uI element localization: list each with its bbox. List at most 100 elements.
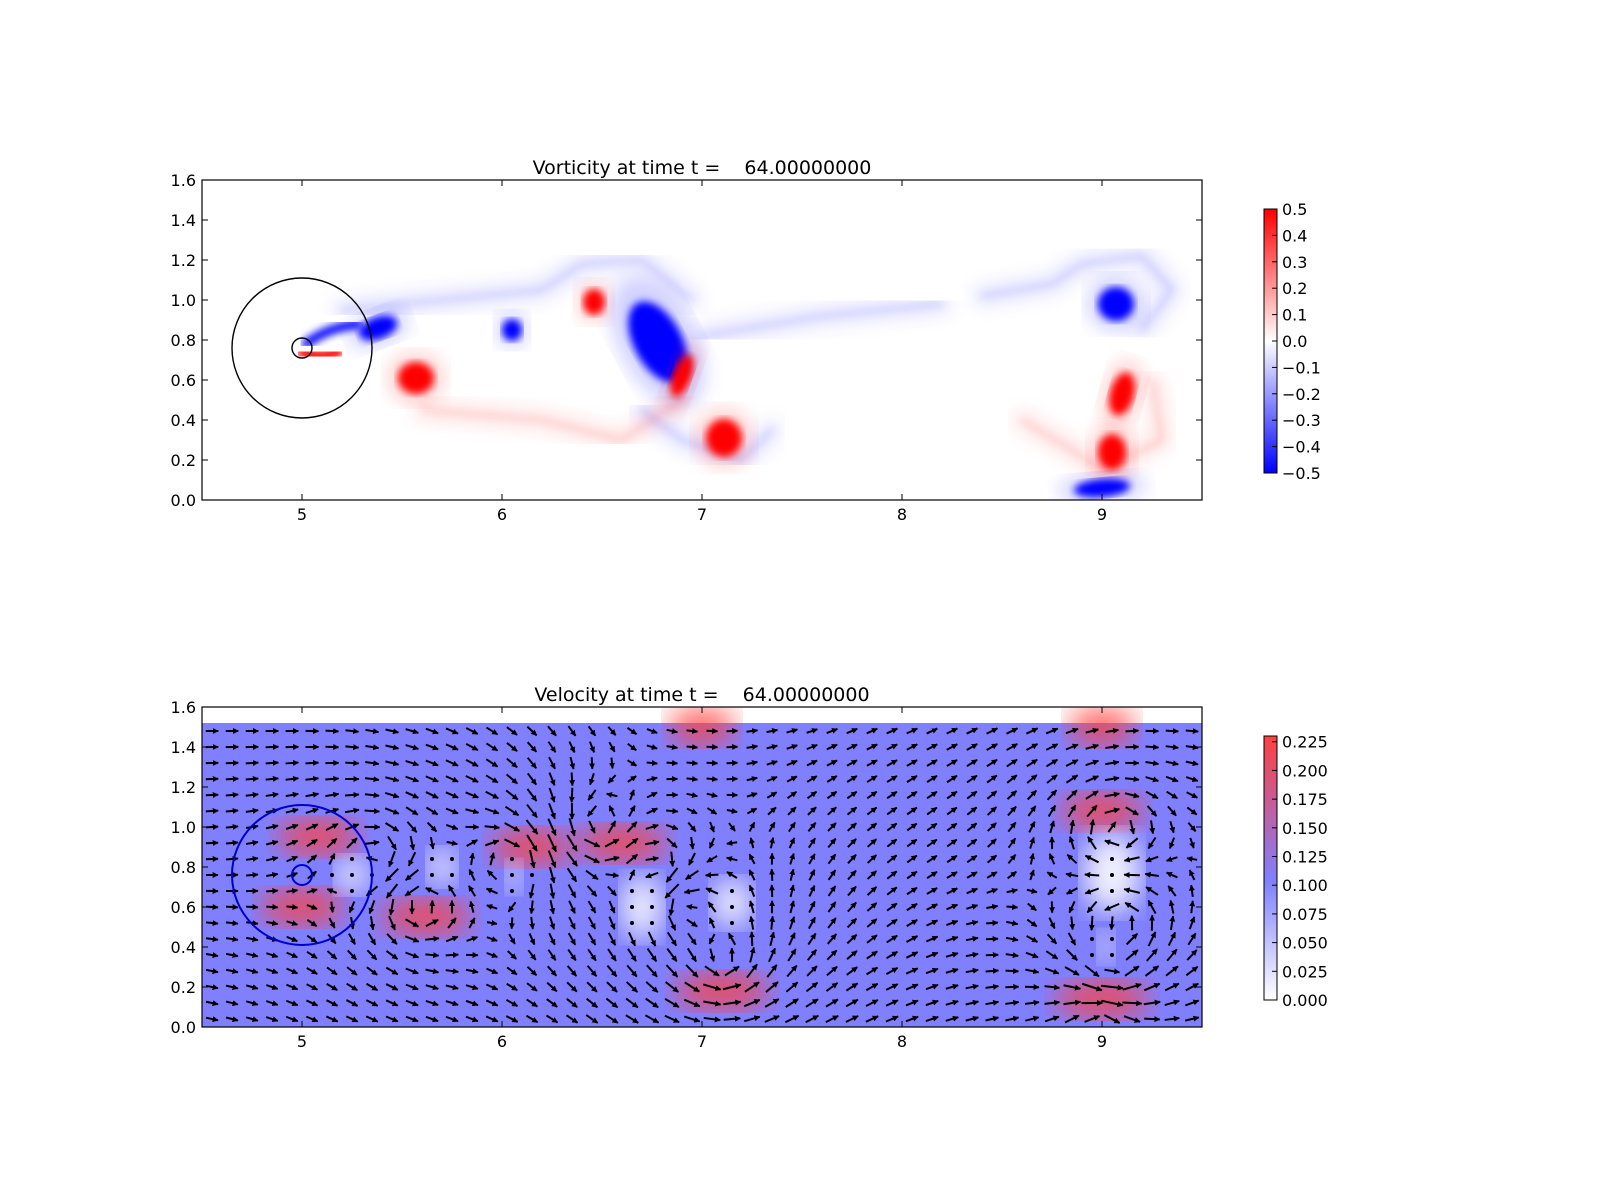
quiver-arrow — [986, 790, 998, 800]
quiver-arrow — [906, 886, 918, 896]
quiver-arrow — [1025, 727, 1039, 735]
quiver-arrow — [225, 775, 239, 782]
quiver-arrow — [1025, 1015, 1040, 1022]
quiver-arrow — [205, 936, 219, 943]
cylinder-circle — [291, 864, 313, 886]
quiver-arrow — [866, 918, 878, 928]
quiver-arrow — [1066, 789, 1078, 801]
quiver-arrow — [1165, 856, 1178, 862]
quiver-arrow — [787, 821, 797, 833]
quiver-arrow — [567, 884, 577, 899]
vorticity-colorbar-tick-label: 0.0 — [1282, 332, 1307, 351]
quiver-arrow — [886, 886, 898, 896]
quiver-arrow — [285, 791, 299, 798]
quiver-arrow — [845, 998, 859, 1008]
quiver-arrow — [686, 918, 698, 928]
quiver-arrow — [966, 806, 978, 816]
quiver-arrow — [847, 854, 857, 864]
quiver-arrow — [365, 744, 380, 751]
quiver-arrow — [885, 967, 899, 975]
velocity-y-ticks: 0.0 0.2 0.4 0.6 0.8 1.0 1.2 1.4 1.6 — [171, 698, 1202, 1037]
quiver-arrow — [1045, 743, 1059, 751]
quiver-arrow — [769, 931, 776, 947]
quiver-arrow — [865, 999, 879, 1007]
quiver-arrow — [846, 790, 858, 800]
quiver-arrow — [1104, 968, 1121, 975]
quiver-arrow — [746, 807, 758, 815]
quiver-arrow — [686, 947, 698, 963]
quiver-arrow — [525, 1014, 539, 1024]
quiver-arrow — [525, 819, 539, 835]
quiver-arrow — [586, 981, 598, 993]
quiver-arrow — [405, 759, 419, 767]
quiver-arrow — [485, 887, 498, 895]
quiver-dot — [350, 889, 354, 893]
quiver-arrow — [546, 981, 558, 993]
quiver-arrow — [846, 775, 858, 783]
quiver-arrow — [726, 871, 738, 879]
quiver-arrow — [1149, 820, 1156, 835]
quiver-arrow — [788, 932, 796, 946]
quiver-arrow — [388, 850, 396, 868]
quiver-dot — [450, 857, 454, 861]
quiver-arrow — [566, 834, 578, 852]
vorticity-colorbar-tick-label: −0.1 — [1282, 358, 1321, 377]
quiver-arrow — [885, 1015, 899, 1023]
quiver-dot — [650, 905, 654, 909]
quiver-arrow — [485, 742, 499, 752]
quiver-dot — [630, 921, 634, 925]
quiver-arrow — [365, 760, 380, 767]
quiver-arrow — [405, 967, 419, 975]
quiver-arrow — [886, 950, 898, 960]
quiver-dot — [1110, 857, 1114, 861]
quiver-arrow — [965, 999, 979, 1006]
quiver-arrow — [205, 839, 219, 846]
quiver-arrow — [627, 742, 637, 752]
quiver-arrow — [586, 885, 598, 897]
quiver-arrow — [1169, 820, 1176, 834]
quiver-arrow — [646, 791, 658, 799]
quiver-arrow — [325, 823, 339, 831]
quiver-arrow — [665, 867, 679, 883]
vorticity-x-tick-label: 8 — [897, 505, 907, 524]
quiver-arrow — [826, 965, 838, 977]
quiver-arrow — [966, 838, 978, 848]
quiver-arrow — [1166, 871, 1178, 879]
quiver-arrow — [485, 999, 499, 1007]
quiver-arrow — [364, 839, 380, 846]
quiver-arrow — [604, 855, 620, 862]
quiver-arrow — [1143, 999, 1161, 1006]
quiver-arrow — [1005, 936, 1019, 943]
quiver-dot — [1110, 889, 1114, 893]
quiver-arrow — [1147, 836, 1157, 850]
quiver-arrow — [285, 807, 299, 814]
quiver-arrow — [728, 822, 736, 832]
quiver-arrow — [605, 1014, 619, 1024]
quiver-arrow — [906, 935, 919, 943]
quiver-arrow — [787, 948, 797, 962]
quiver-arrow — [607, 726, 617, 736]
quiver-arrow — [722, 983, 742, 991]
quiver-arrow — [1084, 964, 1100, 978]
quiver-arrow — [425, 727, 439, 735]
velocity-y-tick-label: 1.2 — [171, 778, 196, 797]
velocity-colorbar-tick-label: 0.000 — [1282, 991, 1328, 1010]
quiver-arrow — [566, 998, 578, 1008]
quiver-arrow — [906, 759, 918, 767]
quiver-arrow — [865, 1015, 879, 1023]
quiver-arrow — [506, 966, 518, 976]
quiver-arrow — [505, 1015, 519, 1023]
quiver-arrow — [805, 998, 819, 1008]
quiver-arrow — [286, 887, 299, 894]
quiver-arrow — [1081, 982, 1103, 992]
quiver-arrow — [1166, 790, 1178, 800]
quiver-arrow — [505, 773, 519, 785]
quiver-arrow — [1044, 999, 1061, 1006]
vorticity-colorbar-tick-label: −0.3 — [1282, 411, 1321, 430]
quiver-arrow — [807, 916, 817, 930]
quiver-arrow — [1165, 965, 1179, 977]
quiver-arrow — [526, 834, 538, 852]
quiver-arrow — [568, 900, 576, 914]
quiver-arrow — [486, 919, 498, 926]
quiver-arrow — [1089, 819, 1096, 835]
